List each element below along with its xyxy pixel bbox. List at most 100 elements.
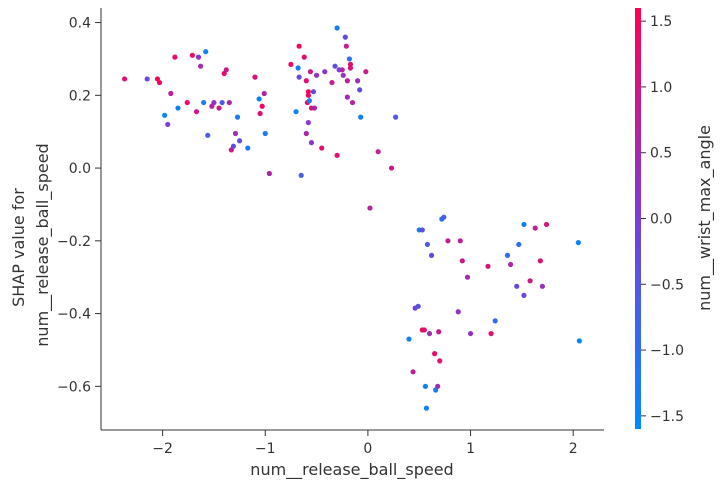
data-point bbox=[459, 258, 465, 264]
x-tick-label: 0 bbox=[363, 441, 372, 457]
colorbar-ticks: 1.5 1.0 0.5 0.0 −0.5 −1.0 −1.5 bbox=[641, 14, 684, 425]
data-point bbox=[415, 303, 421, 309]
colorbar-tick-label: 1.0 bbox=[650, 80, 672, 96]
data-point bbox=[393, 114, 399, 120]
colorbar bbox=[635, 8, 641, 429]
data-point bbox=[334, 25, 340, 31]
data-point bbox=[455, 309, 461, 315]
data-point bbox=[527, 278, 533, 284]
data-point bbox=[305, 119, 311, 126]
data-point bbox=[504, 252, 511, 258]
colorbar-tick-label: −1.0 bbox=[650, 343, 684, 359]
data-point bbox=[184, 99, 190, 106]
data-point bbox=[334, 152, 340, 158]
data-point bbox=[262, 130, 268, 137]
data-point bbox=[514, 283, 520, 289]
data-point bbox=[193, 109, 200, 115]
data-point bbox=[329, 79, 335, 86]
data-point bbox=[288, 61, 294, 67]
data-point bbox=[344, 78, 350, 84]
x-axis-label: num__release_ball_speed bbox=[250, 460, 453, 480]
data-point bbox=[307, 69, 314, 75]
data-point bbox=[419, 227, 425, 233]
y-tick-label: 0.0 bbox=[69, 161, 91, 177]
y-tick-label: 0.2 bbox=[69, 88, 91, 104]
data-point bbox=[201, 99, 207, 106]
data-point bbox=[344, 94, 350, 100]
data-point bbox=[358, 114, 364, 120]
data-point bbox=[445, 238, 451, 244]
data-point bbox=[144, 76, 150, 82]
data-point bbox=[252, 74, 258, 80]
data-point bbox=[507, 261, 514, 268]
data-point bbox=[342, 34, 348, 40]
data-point bbox=[197, 63, 204, 69]
data-point bbox=[422, 383, 428, 389]
data-point bbox=[257, 110, 263, 117]
data-point bbox=[543, 221, 550, 228]
data-point bbox=[406, 336, 412, 342]
y-tick-label: 0.4 bbox=[69, 16, 91, 32]
colorbar-label: num__wrist_max_angle bbox=[695, 125, 715, 311]
data-point bbox=[464, 274, 471, 280]
data-point bbox=[175, 105, 181, 111]
data-point bbox=[211, 99, 217, 106]
data-point bbox=[230, 143, 237, 149]
colorbar-tick-label: 0.0 bbox=[650, 212, 672, 228]
data-point bbox=[539, 283, 546, 289]
data-point bbox=[311, 105, 318, 111]
data-point bbox=[219, 99, 225, 106]
y-tick-label: −0.2 bbox=[57, 234, 91, 250]
data-point bbox=[367, 205, 373, 211]
colorbar-tick-label: 1.5 bbox=[650, 14, 672, 30]
data-point bbox=[347, 61, 354, 67]
data-point bbox=[537, 258, 543, 264]
data-point bbox=[261, 90, 267, 97]
data-point bbox=[165, 121, 171, 128]
data-point bbox=[437, 358, 443, 364]
y-axis-ticks: 0.4 0.2 0.0 −0.2 −0.4 −0.6 bbox=[57, 16, 101, 395]
scatter-points bbox=[122, 25, 582, 411]
data-point bbox=[295, 65, 301, 71]
y-axis-label-line-2: num__release_ball_speed bbox=[33, 143, 53, 346]
data-point bbox=[410, 369, 416, 375]
data-point bbox=[122, 76, 128, 82]
data-point bbox=[340, 72, 346, 78]
data-point bbox=[488, 330, 494, 337]
colorbar-tick-label: −0.5 bbox=[650, 277, 684, 293]
y-tick-label: −0.4 bbox=[57, 307, 91, 323]
data-point bbox=[313, 72, 320, 78]
data-point bbox=[298, 172, 304, 178]
data-point bbox=[388, 165, 395, 171]
data-point bbox=[168, 90, 174, 97]
data-point bbox=[332, 63, 338, 69]
y-tick-label: −0.6 bbox=[57, 379, 91, 395]
data-point bbox=[319, 145, 325, 151]
data-point bbox=[245, 145, 251, 151]
data-point bbox=[226, 99, 232, 106]
data-point bbox=[266, 170, 272, 177]
x-axis-ticks: −2 −1 0 1 2 bbox=[152, 430, 578, 457]
data-point bbox=[346, 56, 353, 62]
data-point bbox=[232, 130, 239, 137]
data-point bbox=[375, 149, 381, 155]
data-point bbox=[426, 330, 433, 337]
data-point bbox=[423, 405, 430, 411]
data-point bbox=[234, 114, 241, 120]
colorbar-tick-label: 0.5 bbox=[650, 146, 672, 162]
data-point bbox=[259, 103, 265, 109]
data-point bbox=[216, 105, 222, 111]
data-point bbox=[162, 112, 168, 118]
data-point bbox=[485, 263, 491, 269]
data-point bbox=[357, 87, 363, 93]
data-point bbox=[236, 138, 243, 144]
x-tick-label: −1 bbox=[255, 441, 276, 457]
data-point bbox=[172, 54, 178, 60]
x-tick-label: 1 bbox=[466, 441, 475, 457]
data-point bbox=[303, 130, 309, 137]
data-point bbox=[223, 67, 229, 73]
data-point bbox=[301, 54, 307, 60]
data-point bbox=[428, 252, 435, 258]
data-point bbox=[296, 74, 302, 80]
